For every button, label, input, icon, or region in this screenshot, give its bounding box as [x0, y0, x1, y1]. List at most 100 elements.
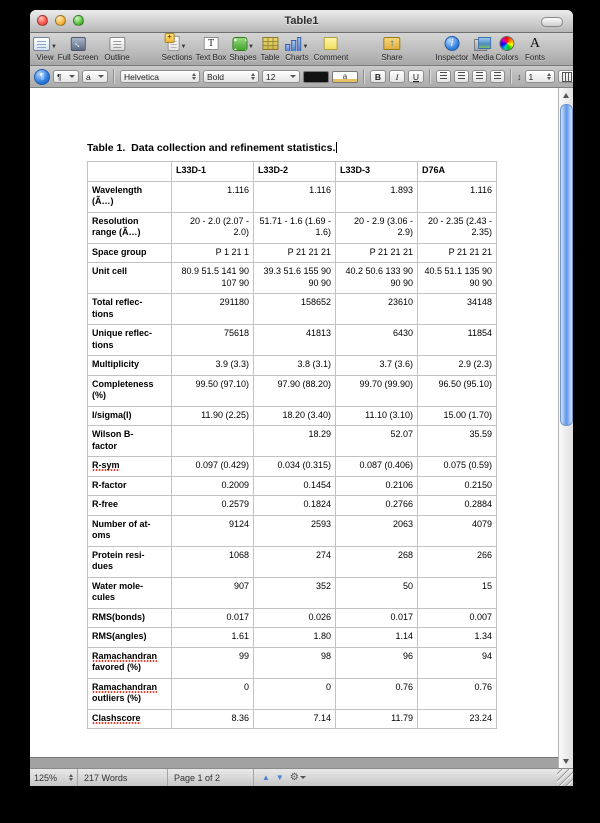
- cell-value[interactable]: 11.10 (3.10): [335, 405, 418, 426]
- typeface-select[interactable]: Bold: [203, 70, 259, 83]
- row-label[interactable]: Wilson B-factor: [87, 425, 172, 457]
- cell-value[interactable]: 99: [171, 646, 254, 679]
- cell-value[interactable]: 40.5 51.1 135 90 90 90: [417, 262, 497, 294]
- cell-value[interactable]: 1.34: [417, 627, 497, 648]
- align-left-button[interactable]: [436, 70, 451, 83]
- cell-value[interactable]: 0.2106: [335, 475, 418, 496]
- cell-value[interactable]: 0.2884: [417, 495, 497, 516]
- cell-value[interactable]: 80.9 51.5 141 90 107 90: [171, 262, 254, 294]
- row-label[interactable]: Wavelength (Ã…): [87, 180, 172, 213]
- cell-value[interactable]: 1.116: [253, 180, 336, 213]
- cell-value[interactable]: 274: [253, 545, 336, 578]
- toolbar-button-media[interactable]: Media: [472, 35, 494, 62]
- cell-value[interactable]: 52.07: [335, 425, 418, 457]
- character-style-dropdown[interactable]: a: [82, 70, 108, 83]
- row-label[interactable]: Ramachandran favored (%): [87, 646, 172, 679]
- toolbar-button-text-box[interactable]: T Text Box: [195, 37, 227, 62]
- cell-value[interactable]: 20 - 2.35 (2.43 - 2.35): [417, 211, 497, 244]
- toolbar-button-view[interactable]: ▼ View: [33, 35, 57, 62]
- highlight-color-well[interactable]: a: [332, 70, 358, 83]
- toolbar-button-charts[interactable]: ▼ Charts: [285, 35, 309, 62]
- cell-value[interactable]: 39.3 51.6 155 90 90 90: [253, 262, 336, 294]
- row-label[interactable]: Total reflec-tions: [87, 293, 172, 325]
- cell-value[interactable]: 35.59: [417, 425, 497, 457]
- cell-value[interactable]: 11.90 (2.25): [171, 405, 254, 426]
- cell-value[interactable]: 99.50 (97.10): [171, 374, 254, 407]
- toolbar-button-share[interactable]: Share: [381, 35, 403, 62]
- title-bar[interactable]: Table1: [30, 10, 573, 33]
- header-cell[interactable]: D76A: [417, 161, 497, 182]
- row-label[interactable]: Completeness (%): [87, 374, 172, 407]
- cell-value[interactable]: 11854: [417, 324, 497, 356]
- row-label[interactable]: RMS(bonds): [87, 607, 172, 628]
- scroll-down-button[interactable]: [559, 755, 573, 767]
- cell-value[interactable]: 0.1454: [253, 475, 336, 496]
- page-options-button[interactable]: ⚙: [290, 772, 306, 783]
- cell-value[interactable]: 352: [253, 576, 336, 609]
- row-label[interactable]: Multiplicity: [87, 355, 172, 376]
- toolbar-button-outline[interactable]: Outline: [104, 35, 130, 62]
- row-label[interactable]: Unit cell: [87, 262, 172, 294]
- cell-value[interactable]: 1.116: [417, 180, 497, 213]
- paragraph-style-dropdown[interactable]: ¶: [53, 70, 79, 83]
- cell-value[interactable]: 97.90 (88.20): [253, 374, 336, 407]
- cell-value[interactable]: 0.017: [335, 607, 418, 628]
- row-label[interactable]: Unique reflec-tions: [87, 324, 172, 356]
- row-label[interactable]: R-sym: [87, 456, 172, 477]
- row-label[interactable]: Ramachandran outliers (%): [87, 677, 172, 710]
- toolbar-button-inspector[interactable]: i Inspector: [435, 36, 469, 62]
- cell-value[interactable]: 9124: [171, 514, 254, 547]
- toolbar-button-table[interactable]: Table: [260, 35, 280, 62]
- cell-value[interactable]: 98: [253, 646, 336, 679]
- cell-value[interactable]: 7.14: [253, 708, 336, 729]
- cell-value[interactable]: P 21 21 21: [335, 242, 418, 263]
- next-page-button[interactable]: ▼: [275, 772, 284, 782]
- cell-value[interactable]: 0.1824: [253, 495, 336, 516]
- cell-value[interactable]: 0.097 (0.429): [171, 456, 254, 477]
- cell-value[interactable]: 99.70 (99.90): [335, 374, 418, 407]
- cell-value[interactable]: 6430: [335, 324, 418, 356]
- header-cell[interactable]: L33D-3: [335, 161, 418, 182]
- vertical-scrollbar[interactable]: [558, 88, 573, 768]
- cell-value[interactable]: 0.017: [171, 607, 254, 628]
- cell-value[interactable]: 41813: [253, 324, 336, 356]
- cell-value[interactable]: 3.7 (3.6): [335, 355, 418, 376]
- cell-value[interactable]: 3.8 (3.1): [253, 355, 336, 376]
- cell-value[interactable]: [171, 425, 254, 457]
- row-label[interactable]: R-factor: [87, 475, 172, 496]
- cell-value[interactable]: 20 - 2.9 (3.06 - 2.9): [335, 211, 418, 244]
- cell-value[interactable]: 0.2150: [417, 475, 497, 496]
- previous-page-button[interactable]: ▲: [262, 772, 270, 782]
- cell-value[interactable]: 1.61: [171, 627, 254, 648]
- underline-button[interactable]: U: [408, 70, 424, 83]
- cell-value[interactable]: 40.2 50.6 133 90 90 90: [335, 262, 418, 294]
- row-label[interactable]: I/sigma(I): [87, 405, 172, 426]
- cell-value[interactable]: 1.116: [171, 180, 254, 213]
- bold-button[interactable]: B: [370, 70, 386, 83]
- cell-value[interactable]: 8.36: [171, 708, 254, 729]
- cell-value[interactable]: 96.50 (95.10): [417, 374, 497, 407]
- cell-value[interactable]: 96: [335, 646, 418, 679]
- cell-value[interactable]: 34148: [417, 293, 497, 325]
- columns-dropdown[interactable]: [557, 70, 573, 83]
- scroll-up-button[interactable]: [559, 89, 573, 101]
- toolbar-button-sections[interactable]: ▼ Sections: [162, 33, 192, 62]
- document-page[interactable]: Table 1. Data collection and refinement …: [30, 88, 558, 758]
- toolbar-button-colors[interactable]: Colors: [495, 35, 519, 62]
- font-size-select[interactable]: 12: [262, 70, 300, 83]
- row-label[interactable]: Protein resi-dues: [87, 545, 172, 578]
- align-justify-button[interactable]: [490, 70, 505, 83]
- cell-value[interactable]: 20 - 2.0 (2.07 - 2.0): [171, 211, 254, 244]
- cell-value[interactable]: P 1 21 1: [171, 242, 254, 263]
- cell-value[interactable]: 0.2579: [171, 495, 254, 516]
- cell-value[interactable]: 23610: [335, 293, 418, 325]
- row-label[interactable]: Water mole-cules: [87, 576, 172, 609]
- table-caption[interactable]: Table 1. Data collection and refinement …: [87, 142, 338, 154]
- cell-value[interactable]: 18.20 (3.40): [253, 405, 336, 426]
- cell-value[interactable]: 0.2766: [335, 495, 418, 516]
- header-cell[interactable]: L33D-1: [171, 161, 254, 182]
- cell-value[interactable]: 15: [417, 576, 497, 609]
- cell-value[interactable]: 291180: [171, 293, 254, 325]
- cell-value[interactable]: 3.9 (3.3): [171, 355, 254, 376]
- font-family-select[interactable]: Helvetica: [120, 70, 200, 83]
